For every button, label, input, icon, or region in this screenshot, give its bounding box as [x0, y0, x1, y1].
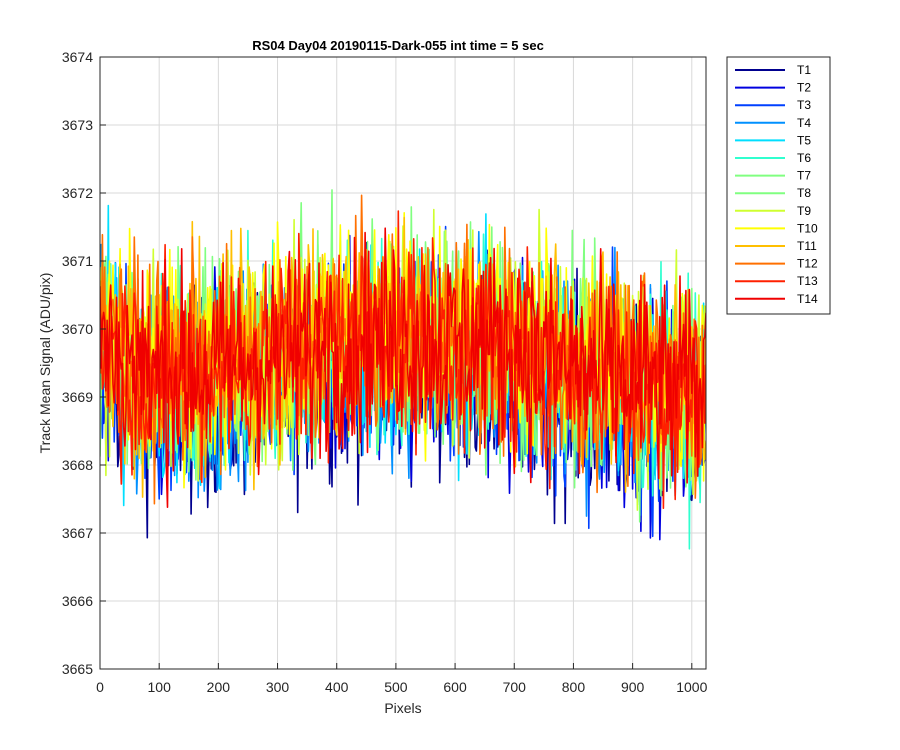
x-axis-label: Pixels: [384, 700, 421, 716]
y-axis: 3665 3666 3667 3668 3669 3670 3671 3672 3673 3674: [62, 49, 106, 677]
x-tick-label: 500: [384, 679, 408, 695]
x-tick-label: 700: [503, 679, 527, 695]
x-tick-label: 1000: [676, 679, 707, 695]
series-line-T14: [100, 227, 706, 508]
y-tick-label: 3669: [62, 389, 93, 405]
legend-label-T2: T2: [797, 81, 811, 95]
x-tick-label: 800: [562, 679, 586, 695]
plot-frame: [99, 56, 707, 670]
legend-label-T9: T9: [797, 204, 811, 218]
x-tick-label: 900: [621, 679, 645, 695]
x-tick-label: 100: [148, 679, 172, 695]
chart-title: RS04 Day04 20190115-Dark-055 int time = …: [252, 38, 544, 53]
legend-label-T13: T13: [797, 274, 818, 288]
legend-label-T4: T4: [797, 116, 811, 130]
legend-label-T12: T12: [797, 257, 818, 271]
x-tick-label: 200: [207, 679, 231, 695]
legend-label-T3: T3: [797, 98, 811, 112]
legend-label-T6: T6: [797, 151, 811, 165]
y-axis-label: Track Mean Signal (ADU/pix): [37, 273, 53, 454]
legend: T1 T2 T3 T4 T5 T6 T7 T8 T9 T10 T11 T12 T13 T14: [726, 56, 831, 315]
y-tick-label: 3666: [62, 593, 93, 609]
x-tick-label: 400: [325, 679, 349, 695]
y-tick-label: 3665: [62, 661, 93, 677]
y-tick-label: 3671: [62, 253, 93, 269]
legend-label-T10: T10: [797, 221, 818, 235]
x-tick-label: 0: [96, 679, 104, 695]
legend-label-T8: T8: [797, 186, 811, 200]
x-tick-label: 300: [266, 679, 290, 695]
y-tick-label: 3668: [62, 457, 93, 473]
legend-label-T7: T7: [797, 169, 811, 183]
legend-label-T11: T11: [797, 239, 817, 253]
x-axis: 0 100 200 300 400 500 600 700 800 900 1000: [96, 663, 708, 695]
series-group: [100, 189, 706, 550]
y-tick-label: 3670: [62, 321, 93, 337]
x-tick-label: 600: [443, 679, 467, 695]
legend-box: [726, 56, 831, 315]
y-tick-label: 3673: [62, 117, 93, 133]
y-tick-label: 3667: [62, 525, 93, 541]
legend-label-T14: T14: [797, 292, 818, 306]
y-tick-label: 3674: [62, 49, 93, 65]
y-tick-label: 3672: [62, 185, 93, 201]
legend-label-T5: T5: [797, 133, 811, 147]
legend-label-T1: T1: [797, 63, 811, 77]
